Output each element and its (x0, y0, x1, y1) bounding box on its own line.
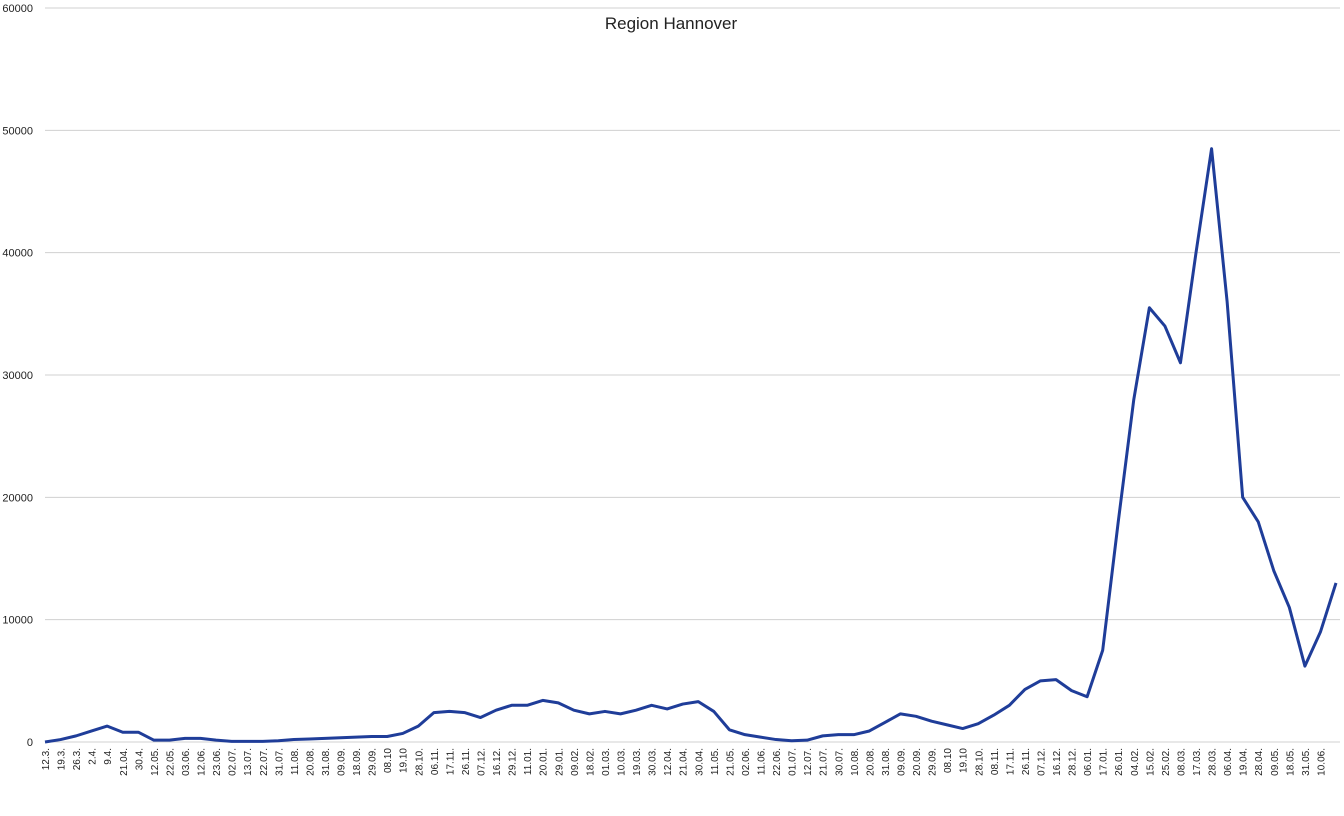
x-tick-label: 08.10 (383, 748, 394, 773)
x-tick-label: 30.4. (134, 748, 145, 770)
x-tick-label: 31.08. (321, 748, 332, 776)
x-tick-label: 06.04. (1223, 748, 1234, 776)
x-tick-label: 9.4. (103, 748, 114, 765)
x-tick-label: 22.07. (259, 748, 270, 776)
x-tick-label: 11.06. (756, 748, 767, 775)
x-tick-label: 30.07. (834, 748, 845, 776)
x-tick-label: 01.03. (601, 748, 612, 776)
x-tick-label: 03.06. (181, 748, 192, 776)
data-line (44, 147, 1338, 744)
x-tick-label: 02.06. (741, 748, 752, 776)
x-tick-label: 18.02. (585, 748, 596, 776)
x-tick-label: 26.11. (461, 748, 472, 775)
x-tick-label: 29.12. (508, 748, 519, 776)
x-tick-label: 20.01. (539, 748, 550, 776)
x-tick-label: 12.3. (41, 748, 52, 770)
x-tick-label: 08.10 (943, 748, 954, 773)
x-tick-label: 19.3. (57, 748, 68, 770)
x-tick-label: 10.06. (1316, 748, 1327, 776)
x-tick-label: 29.01. (554, 748, 565, 776)
y-tick-label: 10000 (2, 615, 33, 627)
y-tick-label: 40000 (2, 248, 33, 260)
x-tick-label: 12.05. (150, 748, 161, 776)
x-tick-label: 26.3. (72, 748, 83, 770)
x-tick-label: 26.11. (1021, 748, 1032, 775)
x-tick-label: 09.02. (570, 748, 581, 776)
x-tick-label: 09.09. (896, 748, 907, 776)
x-tick-label: 11.05. (710, 748, 721, 775)
x-tick-label: 28.12. (1068, 748, 1079, 776)
x-tick-label: 12.06. (197, 748, 208, 776)
x-tick-label: 16.12. (492, 748, 503, 776)
x-tick-label: 26.01. (1114, 748, 1125, 776)
x-tick-label: 30.03. (648, 748, 659, 776)
x-tick-label: 20.08. (305, 748, 316, 776)
x-tick-label: 19.10 (959, 748, 970, 773)
x-tick-label: 18.09. (352, 748, 363, 776)
x-tick-label: 12.07. (803, 748, 814, 776)
x-tick-label: 16.12. (1052, 748, 1063, 776)
x-tick-label: 02.07. (228, 748, 239, 776)
x-tick-label: 19.04. (1239, 748, 1250, 776)
x-tick-label: 19.10 (399, 748, 410, 773)
y-tick-label: 0 (27, 737, 33, 749)
x-tick-label: 17.11. (445, 748, 456, 775)
x-tick-label: 09.09. (337, 748, 348, 776)
x-tick-label: 07.12. (1036, 748, 1047, 776)
x-tick-label: 28.04. (1254, 748, 1265, 776)
x-tick-label: 08.11. (990, 748, 1001, 775)
x-tick-label: 10.03. (617, 748, 628, 776)
y-tick-label: 30000 (2, 370, 33, 382)
x-tick-label: 12.04. (663, 748, 674, 776)
x-tick-label: 06.11. (430, 748, 441, 775)
x-tick-label: 23.06. (212, 748, 223, 776)
x-tick-label: 2.4. (88, 748, 99, 765)
x-tick-label: 30.04. (694, 748, 705, 776)
x-tick-label: 10.08. (850, 748, 861, 776)
x-tick-label: 28.10. (414, 748, 425, 776)
x-tick-label: 21.05. (725, 748, 736, 776)
x-tick-label: 21.04. (679, 748, 690, 776)
x-tick-label: 06.01. (1083, 748, 1094, 776)
x-tick-label: 22.06. (772, 748, 783, 776)
x-tick-label: 21.04. (119, 748, 130, 776)
x-tick-label: 28.03. (1208, 748, 1219, 776)
chart-title: Region Hannover (605, 14, 738, 33)
x-tick-label: 17.03. (1192, 748, 1203, 776)
x-tick-label: 17.01. (1099, 748, 1110, 776)
x-tick-label: 11.08. (290, 748, 301, 775)
x-tick-label: 13.07. (243, 748, 254, 776)
x-tick-label: 01.07. (788, 748, 799, 776)
x-tick-label: 31.07. (274, 748, 285, 776)
x-tick-label: 08.03. (1176, 748, 1187, 776)
x-tick-label: 19.03. (632, 748, 643, 776)
y-tick-label: 20000 (2, 492, 33, 504)
x-tick-label: 22.05. (165, 748, 176, 776)
x-tick-label: 28.10. (974, 748, 985, 776)
x-tick-label: 11.01. (523, 748, 534, 775)
x-tick-label: 29.09. (368, 748, 379, 776)
x-tick-label: 25.02. (1161, 748, 1172, 776)
x-tick-label: 17.11. (1005, 748, 1016, 775)
x-tick-label: 21.07. (819, 748, 830, 776)
x-tick-label: 15.02. (1145, 748, 1156, 776)
x-tick-label: 31.05. (1301, 748, 1312, 776)
x-tick-label: 20.08. (865, 748, 876, 776)
x-tick-label: 09.05. (1270, 748, 1281, 776)
y-tick-label: 50000 (2, 125, 33, 137)
x-tick-label: 07.12. (477, 748, 488, 776)
x-tick-label: 31.08. (881, 748, 892, 776)
x-tick-label: 18.05. (1285, 748, 1296, 776)
y-tick-label: 60000 (2, 3, 33, 15)
x-tick-label: 04.02. (1130, 748, 1141, 776)
x-tick-label: 20.09. (912, 748, 923, 776)
x-tick-label: 29.09. (928, 748, 939, 776)
